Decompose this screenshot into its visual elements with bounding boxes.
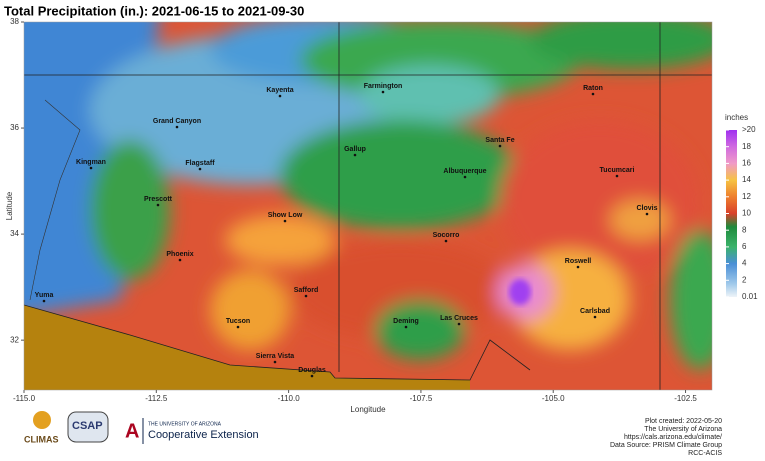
y-tick-label: 32 [10, 335, 19, 344]
city-label: Roswell [565, 258, 592, 265]
city-dot [353, 153, 357, 157]
logo-text: CSAP [72, 420, 103, 432]
precip-raster [24, 22, 712, 390]
logos: CLIMAS CSAP A THE UNIVERSITY OF ARIZONA … [24, 411, 259, 444]
legend-label: 8 [742, 225, 747, 234]
legend-label: 18 [742, 142, 751, 151]
city-label: Socorro [433, 232, 460, 239]
title: Total Precipitation (in.): 2021-06-15 to… [4, 3, 304, 18]
colorbar [726, 130, 737, 297]
y-tick-label: 36 [10, 123, 19, 132]
city-dot [463, 175, 467, 179]
y-tick-label: 38 [10, 17, 19, 26]
x-tick-label: -107.5 [410, 394, 433, 403]
climas-icon [33, 411, 51, 429]
legend-title: inches [725, 113, 748, 122]
logo-text: THE UNIVERSITY OF ARIZONA [148, 421, 222, 427]
city-label: Grand Canyon [153, 118, 201, 125]
city-label: Kingman [76, 159, 106, 166]
city-dot [278, 94, 282, 98]
city-label: Tucumcari [600, 167, 635, 174]
city-dot [593, 315, 597, 319]
logo-text: CLIMAS [24, 434, 59, 444]
city-dot [273, 360, 277, 364]
city-dot [576, 265, 580, 269]
city-dot [42, 299, 46, 303]
x-axis-label: Longitude [350, 405, 386, 414]
legend-label: 10 [742, 209, 751, 218]
city-label: Show Low [268, 212, 303, 219]
x-tick-label: -110.0 [278, 394, 301, 403]
x-tick-label: -112.5 [145, 394, 168, 403]
city-label: Yuma [35, 292, 54, 299]
city-dot [457, 322, 461, 326]
credit-line: https://cals.arizona.edu/climate/ [624, 434, 722, 441]
city-label: Sierra Vista [256, 353, 295, 360]
city-dot [236, 325, 240, 329]
ua-mark: A [125, 420, 139, 442]
credit-line: The University of Arizona [644, 426, 722, 433]
city-label: Douglas [298, 367, 326, 374]
city-label: Farmington [364, 83, 403, 90]
city-label: Phoenix [166, 251, 193, 258]
city-label: Carlsbad [580, 308, 610, 315]
city-label: Kayenta [266, 87, 293, 94]
x-tick-label: -102.5 [674, 394, 697, 403]
city-label: Raton [583, 85, 603, 92]
city-dot [156, 203, 160, 207]
y-axis-label: Latitude [5, 191, 14, 220]
city-label: Albuquerque [443, 168, 486, 175]
city-dot [178, 258, 182, 262]
city-label: Flagstaff [185, 160, 215, 167]
city-dot [310, 374, 314, 378]
legend-label: 0.01 [742, 292, 758, 301]
y-tick-label: 34 [10, 229, 19, 238]
x-tick-label: -105.0 [542, 394, 565, 403]
credit-line: Data Source: PRISM Climate Group [610, 442, 722, 449]
city-label: Las Cruces [440, 315, 478, 322]
city-dot [283, 219, 287, 223]
city-dot [498, 144, 502, 148]
credit-line: RCC-ACIS [688, 450, 722, 456]
city-dot [404, 325, 408, 329]
city-dot [175, 125, 179, 129]
city-label: Safford [294, 287, 319, 294]
legend-label: 12 [742, 192, 751, 201]
city-dot [444, 239, 448, 243]
legend-label: 2 [742, 275, 747, 284]
city-dot [591, 92, 595, 96]
csap-icon [67, 411, 109, 443]
legend-label: 14 [742, 175, 751, 184]
city-dot [304, 294, 308, 298]
city-label: Santa Fe [485, 137, 514, 144]
city-dot [645, 212, 649, 216]
legend-label: 4 [742, 259, 747, 268]
city-label: Tucson [226, 318, 250, 325]
city-label: Deming [393, 318, 419, 325]
logo-text: Cooperative Extension [148, 429, 259, 441]
x-tick-label: -115.0 [13, 394, 36, 403]
city-dot [198, 167, 202, 171]
legend-label: 6 [742, 242, 747, 251]
credit-line: Plot created: 2022-05-20 [645, 418, 722, 425]
city-label: Prescott [144, 196, 173, 203]
city-label: Gallup [344, 146, 366, 153]
city-dot [381, 90, 385, 94]
city-dot [89, 166, 93, 170]
city-label: Clovis [636, 205, 657, 212]
legend-label: 16 [742, 159, 751, 168]
plot-frame [23, 21, 713, 391]
legend-label: >20 [742, 125, 756, 134]
city-dot [615, 174, 619, 178]
